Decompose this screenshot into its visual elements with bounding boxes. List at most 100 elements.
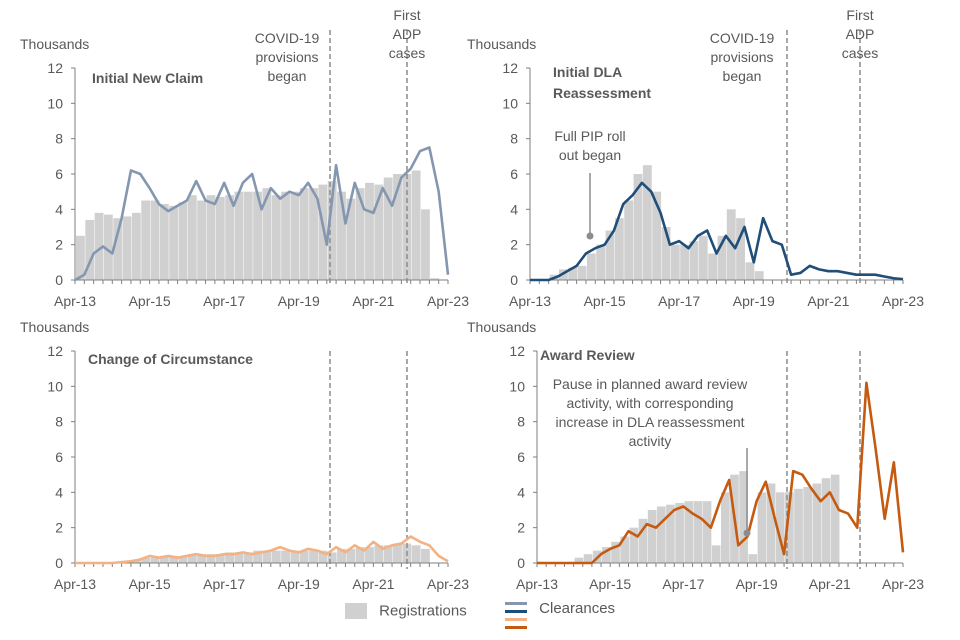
panel-title: Reassessment: [553, 85, 651, 101]
registrations-bar: [262, 188, 272, 280]
registrations-bar: [141, 200, 151, 280]
x-tick-label: Apr-23: [882, 576, 924, 592]
y-tick-label: 6: [55, 166, 63, 182]
registrations-bar: [383, 545, 393, 563]
y-tick-label: 10: [47, 95, 63, 111]
y-tick-label: 0: [510, 272, 518, 288]
annotation-dot: [743, 529, 751, 537]
registrations-bar: [197, 554, 207, 563]
y-tick-label: 12: [502, 60, 518, 76]
registrations-bar: [638, 518, 648, 563]
registrations-bar: [318, 550, 328, 563]
registrations-bar: [383, 177, 393, 280]
registrations-bar: [225, 195, 235, 280]
registrations-bar: [243, 191, 253, 280]
registrations-bar: [689, 241, 699, 280]
registrations-bar: [234, 552, 244, 563]
registrations-bar: [785, 492, 794, 563]
y-tick-label: 10: [502, 95, 518, 111]
registrations-bar: [346, 548, 356, 563]
panel-2: [71, 350, 449, 569]
registrations-bar: [748, 554, 758, 563]
x-tick-label: Apr-17: [658, 293, 700, 309]
clearances-line: [74, 146, 450, 282]
registrations-bar: [574, 557, 584, 563]
registrations-bar: [670, 244, 680, 280]
registrations-bar: [169, 205, 179, 280]
registrations-bar: [652, 191, 662, 280]
annotation-text: began: [723, 68, 762, 84]
x-tick-label: Apr-23: [427, 293, 469, 309]
annotation-text: Full PIP roll: [554, 128, 625, 144]
registrations-bar: [647, 510, 657, 563]
x-tick-label: Apr-13: [509, 293, 551, 309]
x-tick-label: Apr-15: [589, 576, 631, 592]
registrations-bar: [661, 227, 671, 280]
registrations-bar: [122, 216, 132, 280]
y-tick-label: 2: [510, 237, 518, 253]
y-axis-label: Thousands: [20, 36, 89, 52]
registrations-bar: [812, 483, 822, 563]
registrations-bar: [206, 195, 216, 280]
registrations-bar: [736, 218, 745, 280]
y-axis-label: Thousands: [467, 319, 536, 335]
registrations-bar: [693, 501, 703, 563]
annotation-text: cases: [389, 45, 426, 61]
x-tick-label: Apr-19: [278, 293, 320, 309]
registrations-bar: [187, 554, 197, 563]
annotation-text: First: [846, 7, 873, 23]
annotation-text: COVID-19: [255, 30, 320, 46]
panel-0: [71, 30, 450, 286]
registrations-bar: [290, 191, 300, 280]
registrations-bar: [666, 504, 675, 563]
registrations-bar: [318, 184, 328, 280]
registrations-bar: [150, 557, 160, 563]
registrations-bar: [745, 262, 755, 280]
registrations-bar: [596, 244, 606, 280]
registrations-bar: [830, 474, 840, 563]
registrations-bar: [337, 191, 346, 280]
registrations-bar: [568, 267, 578, 280]
clearances-line: [75, 535, 449, 565]
registrations-bar: [393, 543, 402, 563]
legend-registrations: Registrations: [345, 602, 467, 620]
y-tick-label: 6: [510, 166, 518, 182]
legend-label-registrations: Registrations: [379, 602, 467, 620]
registrations-bar: [290, 550, 300, 563]
registrations-bar: [739, 471, 748, 563]
y-tick-label: 2: [55, 237, 63, 253]
registrations-bar: [698, 235, 708, 280]
registrations-bar: [215, 554, 225, 563]
registrations-bar: [131, 212, 141, 280]
x-tick-label: Apr-21: [352, 293, 394, 309]
registrations-bar: [766, 483, 776, 563]
registrations-bar: [225, 552, 235, 563]
x-tick-label: Apr-21: [809, 576, 851, 592]
registrations-bar: [620, 536, 629, 563]
registrations-bar: [675, 502, 684, 563]
registrations-bar: [76, 235, 85, 280]
registrations-bar: [262, 550, 272, 563]
legend-label-clearances: Clearances: [539, 600, 616, 617]
registrations-bar: [629, 527, 639, 563]
y-tick-label: 4: [55, 484, 63, 500]
registrations-bar: [159, 555, 169, 563]
registrations-bar: [253, 191, 262, 280]
annotation-text: First: [393, 7, 420, 23]
x-tick-label: Apr-17: [203, 576, 245, 592]
panel-title: Award Review: [540, 347, 635, 363]
registrations-bar: [583, 554, 593, 563]
registrations-bar: [281, 550, 290, 563]
registrations-bar: [355, 547, 365, 563]
registrations-bar: [215, 196, 225, 280]
registrations-bar: [614, 218, 624, 280]
registrations-bar: [309, 550, 318, 563]
annotation-text: out began: [559, 147, 621, 163]
x-tick-label: Apr-17: [203, 293, 245, 309]
x-tick-label: Apr-13: [54, 576, 96, 592]
registrations-bar: [605, 230, 615, 280]
registrations-bar: [421, 209, 430, 280]
x-tick-label: Apr-13: [54, 293, 96, 309]
